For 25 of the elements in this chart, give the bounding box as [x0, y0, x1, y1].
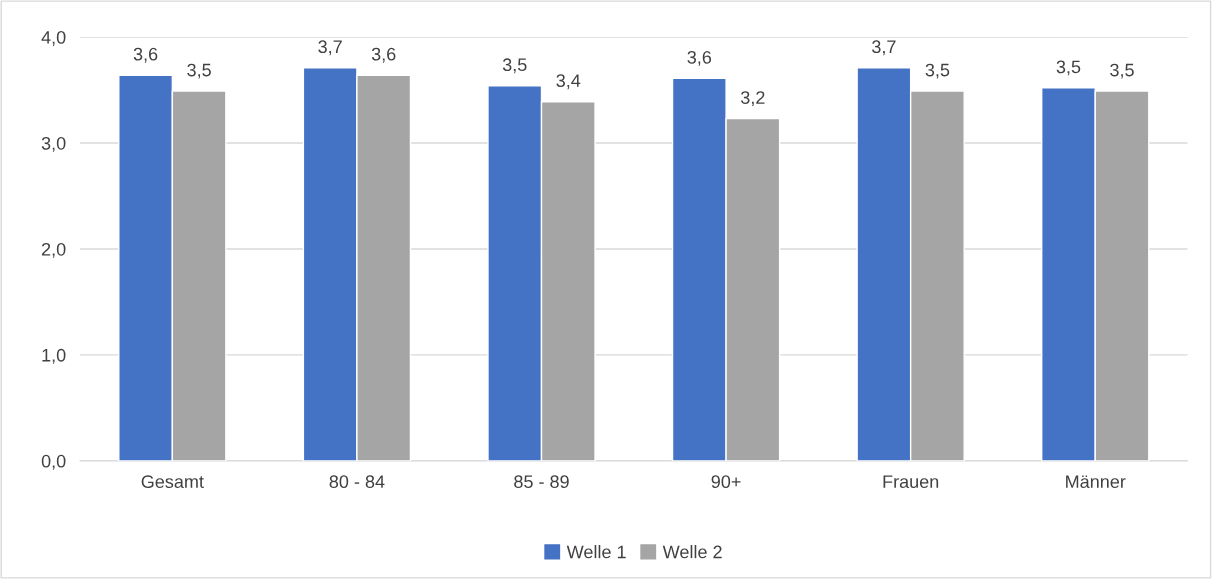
legend-label: Welle 2	[662, 545, 722, 559]
data-label: 3,5	[925, 63, 950, 79]
x-tick-label: Frauen	[883, 475, 939, 489]
data-label: 3,5	[187, 63, 211, 79]
x-tick-label: Männer	[1066, 475, 1126, 489]
data-label: 3,6	[133, 47, 158, 63]
data-label: 3,6	[687, 50, 712, 66]
y-tick-label: 4,0	[41, 30, 66, 46]
data-label: 3,7	[872, 40, 896, 56]
x-tick-label: 80 - 84	[329, 475, 385, 489]
data-label: 3,6	[371, 47, 396, 63]
y-tick-label: 1,0	[42, 348, 66, 364]
y-tick-label: 0,0	[41, 454, 66, 470]
data-label: 3,2	[740, 91, 765, 107]
x-tick-label: Gesamt	[141, 475, 204, 489]
data-label: 3,5	[1056, 60, 1081, 76]
data-label: 3,5	[502, 58, 527, 74]
data-label: 3,5	[1110, 63, 1134, 79]
y-tick-label: 3,0	[41, 136, 66, 152]
data-label: 3,4	[556, 74, 581, 90]
x-tick-label: 90+	[711, 475, 741, 489]
y-tick-label: 2,0	[41, 242, 66, 258]
legend-label: Welle 1	[566, 545, 626, 559]
data-label: 3,7	[318, 40, 342, 56]
x-tick-label: 85 - 89	[514, 475, 569, 489]
